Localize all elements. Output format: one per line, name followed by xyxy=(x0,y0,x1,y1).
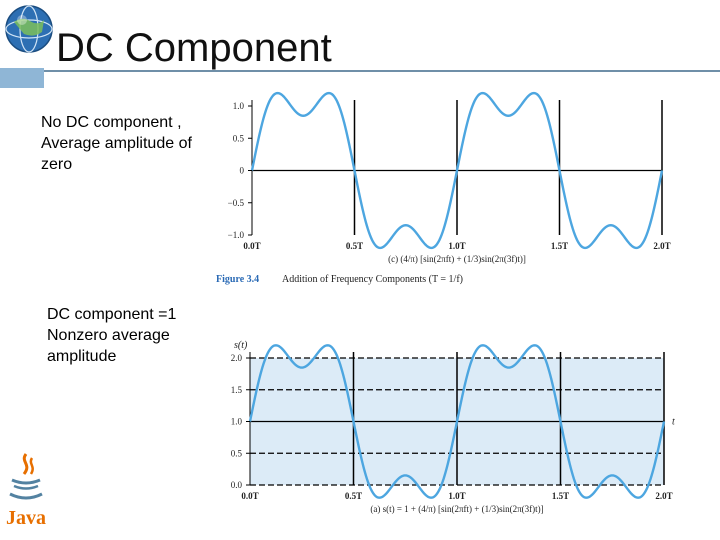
y-tick-label: 0.5 xyxy=(231,448,243,458)
java-logo-text: Java xyxy=(6,507,46,529)
note-line: DC component =1 xyxy=(47,306,177,323)
note-line: No DC component , xyxy=(41,114,182,131)
waveform-series-line xyxy=(250,91,664,250)
x-axis-label: t xyxy=(672,417,675,428)
y-tick-label: −0.5 xyxy=(228,198,245,208)
y-tick-label: −1.0 xyxy=(228,230,245,240)
slide-title: DC Component xyxy=(56,26,332,70)
x-tick-label: 0.5T xyxy=(346,241,363,251)
x-axis-caption: (a) s(t) = 1 + (4/π) [sin(2πft) + (1/3)s… xyxy=(370,504,543,514)
y-tick-label: 1.0 xyxy=(233,101,245,111)
no-dc-note: No DC component , Average amplitude of z… xyxy=(41,112,241,175)
figure-caption: Addition of Frequency Components (T = 1/… xyxy=(282,274,463,285)
note-line: Average amplitude of xyxy=(41,135,192,152)
y-tick-label: 2.0 xyxy=(231,353,243,363)
x-tick-label: 0.5T xyxy=(345,491,362,501)
dc-note: DC component =1 Nonzero average amplitud… xyxy=(47,304,217,367)
y-axis-label: s(t) xyxy=(234,340,248,351)
y-tick-label: 1.0 xyxy=(231,417,243,427)
note-line: amplitude xyxy=(47,348,117,365)
waveform-series-line xyxy=(248,344,666,499)
y-tick-label: 1.5 xyxy=(231,385,243,395)
x-tick-label: 1.0T xyxy=(448,241,465,251)
y-tick-label: 0 xyxy=(240,166,245,176)
y-tick-label: 0.5 xyxy=(233,133,245,143)
note-line: zero xyxy=(41,156,73,173)
x-axis-caption: (c) (4/π) [sin(2πft) + (1/3)sin(2π(3f)t)… xyxy=(388,254,526,264)
x-tick-label: 1.5T xyxy=(551,241,568,251)
globe-logo-icon xyxy=(5,5,53,53)
waveform-chart-with-dc: 2.0 1.5 1.0 0.5 0.00.0T 0.5T 1.0T 1.5T 2.0T (a) s… xyxy=(231,340,675,514)
note-line: Nonzero average xyxy=(47,327,170,344)
x-tick-label: 2.0T xyxy=(655,491,672,501)
waveform-chart-no-dc: 1.0 0.5 0 −0.5 −1.00.0T 0.5T 1.0T 1.5T 2.0T (c) (… xyxy=(216,91,671,285)
java-logo-icon: Java xyxy=(6,453,46,529)
x-tick-label: 0.0T xyxy=(243,241,260,251)
x-tick-label: 0.0T xyxy=(241,491,258,501)
x-tick-label: 2.0T xyxy=(653,241,670,251)
title-underline xyxy=(0,68,720,88)
x-tick-label: 1.5T xyxy=(552,491,569,501)
y-tick-label: 0.0 xyxy=(231,480,243,490)
x-tick-label: 1.0T xyxy=(448,491,465,501)
figure-number: Figure 3.4 xyxy=(216,274,259,285)
